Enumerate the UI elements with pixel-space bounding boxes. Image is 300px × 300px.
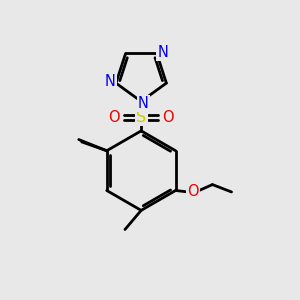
Text: N: N — [105, 74, 116, 89]
Text: N: N — [157, 44, 168, 59]
Text: O: O — [188, 184, 199, 200]
Text: O: O — [108, 110, 120, 125]
Text: O: O — [162, 110, 174, 125]
Text: N: N — [138, 96, 149, 111]
Text: S: S — [136, 110, 146, 125]
